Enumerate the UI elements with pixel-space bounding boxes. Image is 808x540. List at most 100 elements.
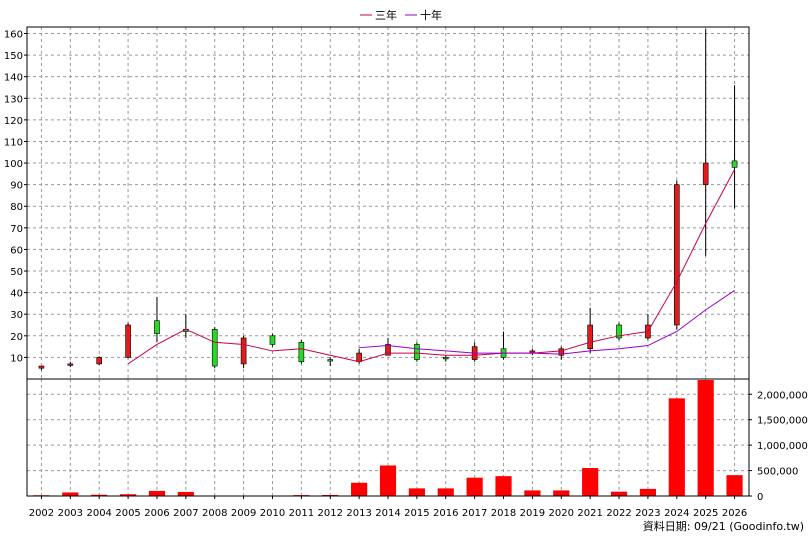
x-tick-label: 2018 [491, 508, 516, 519]
volume-bar [408, 488, 425, 496]
footer-source: 資料日期: 09/21 (Goodinfo.tw) [643, 519, 804, 533]
candle-body [442, 357, 449, 360]
legend-label-ten-year: 十年 [420, 8, 442, 22]
candle-body [269, 335, 276, 345]
volume-bar [668, 398, 685, 496]
x-tick-label: 2016 [433, 508, 458, 519]
candle-body [327, 359, 334, 362]
volume-bar [177, 491, 194, 496]
volume-bar [495, 476, 512, 496]
x-tick-label: 2026 [722, 508, 747, 519]
x-tick-label: 2014 [375, 508, 400, 519]
x-tick-label: 2015 [404, 508, 429, 519]
x-tick-label: 2011 [289, 508, 314, 519]
x-tick-label: 2013 [346, 508, 371, 519]
price-tick-label: 80 [10, 202, 23, 213]
volume-bar [582, 468, 599, 496]
price-tick-label: 50 [10, 267, 23, 278]
x-tick-label: 2024 [664, 508, 689, 519]
x-tick-label: 2005 [115, 508, 140, 519]
volume-bar [148, 490, 166, 496]
candle-body [587, 324, 593, 350]
candle-body [558, 348, 565, 356]
volume-bar [91, 494, 108, 496]
x-tick-label: 2022 [606, 508, 631, 519]
price-axis: 10 20 30 40 50 60 70 80 90 100 110 120 130 140 150 160 [4, 29, 27, 364]
x-tick-label: 2019 [520, 508, 545, 519]
volume-tick-label: 2,000,000 [757, 390, 808, 401]
candle-body [702, 162, 709, 185]
x-tick-label: 2006 [144, 508, 169, 519]
candle-body [38, 365, 45, 369]
x-tick-label: 2008 [202, 508, 227, 519]
legend-label-three-year: 三年 [375, 8, 397, 22]
candle-body [154, 320, 160, 334]
candle-body [211, 329, 218, 367]
x-tick-label: 2004 [86, 508, 111, 519]
x-tick-label: 2025 [693, 508, 718, 519]
volume-bar [437, 488, 454, 496]
price-tick-label: 90 [10, 181, 23, 192]
volume-bar [697, 380, 714, 496]
volume-bar [322, 494, 339, 496]
x-axis: 2002 2003 2004 2005 2006 2007 2008 2009 2010 2011… [29, 496, 747, 519]
volume-bars [33, 380, 743, 497]
x-tick-label: 2003 [58, 508, 83, 519]
candle-body [731, 160, 738, 168]
price-tick-label: 70 [10, 224, 23, 235]
price-tick-label: 30 [10, 310, 23, 321]
ten-year-line [359, 290, 735, 355]
volume-bar [553, 490, 570, 496]
volume-bar [466, 477, 483, 496]
volume-tick-label: 1,500,000 [757, 416, 808, 427]
candle-body [356, 352, 362, 363]
price-tick-label: 150 [4, 51, 23, 62]
three-year-line [127, 169, 736, 365]
price-tick-label: 10 [10, 353, 23, 364]
moving-average-lines [127, 169, 736, 365]
candle-body [673, 184, 680, 326]
volume-bar [524, 490, 541, 496]
volume-bar [610, 491, 628, 496]
price-grid [27, 27, 749, 379]
volume-bar [351, 482, 368, 496]
x-tick-label: 2007 [173, 508, 198, 519]
price-tick-label: 110 [4, 137, 23, 148]
volume-axis: 0 500,000 1,000,000 1,500,000 2,000,000 [749, 390, 808, 503]
candle-body [616, 324, 622, 339]
price-tick-label: 40 [10, 289, 23, 300]
candlesticks [38, 29, 738, 371]
volume-bar [379, 465, 397, 496]
candle-body [125, 324, 131, 358]
x-tick-label: 2009 [231, 508, 256, 519]
x-tick-label: 2023 [635, 508, 660, 519]
price-tick-label: 140 [4, 73, 23, 84]
candle-body [385, 344, 391, 356]
candle-body [298, 341, 305, 363]
volume-bar [726, 475, 743, 496]
price-tick-label: 60 [10, 245, 23, 256]
x-tick-label: 2002 [29, 508, 54, 519]
price-tick-label: 20 [10, 332, 23, 343]
volume-tick-label: 1,000,000 [757, 441, 808, 452]
candle-body [67, 363, 74, 366]
price-tick-label: 130 [4, 94, 23, 105]
volume-panel-frame [26, 378, 750, 497]
candle-body [96, 357, 102, 365]
volume-bar [639, 488, 657, 496]
price-tick-label: 160 [4, 29, 23, 40]
price-tick-label: 100 [4, 159, 23, 170]
volume-bar [62, 492, 79, 496]
candle-body [240, 337, 247, 365]
x-tick-label: 2021 [577, 508, 602, 519]
candle-body [414, 344, 420, 360]
volume-tick-label: 0 [757, 492, 763, 503]
legend: 三年 十年 [360, 8, 442, 22]
volume-bar [119, 494, 137, 496]
x-tick-label: 2017 [462, 508, 487, 519]
x-tick-label: 2010 [260, 508, 285, 519]
volume-tick-label: 500,000 [757, 467, 798, 478]
price-tick-label: 120 [4, 116, 23, 127]
x-tick-label: 2012 [318, 508, 343, 519]
